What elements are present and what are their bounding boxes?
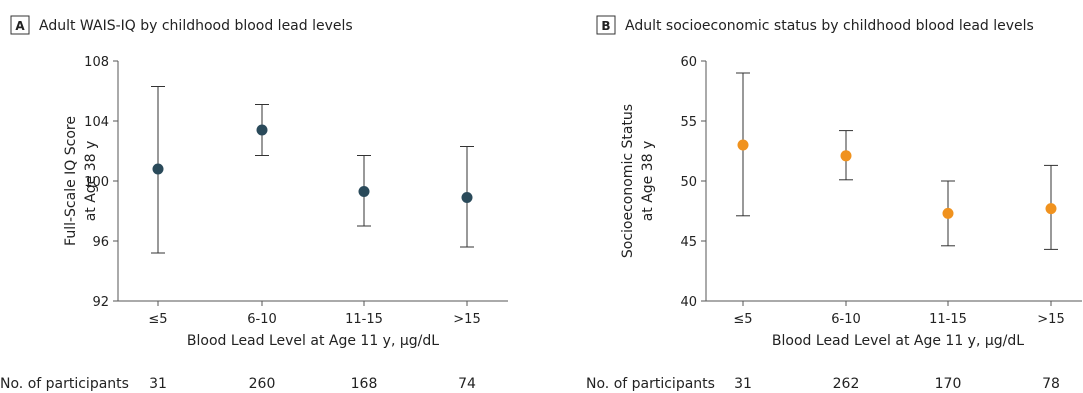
- panel-a-x-axis-label: Blood Lead Level at Age 11 y, µg/dL: [187, 333, 439, 349]
- panel-a-y-tick-label: 92: [92, 295, 109, 310]
- panel-b-label-box: [596, 15, 616, 35]
- panel-a-data-point: [152, 163, 164, 175]
- panel-b-label: B: [601, 19, 610, 33]
- panel-a-participants-label: No. of participants: [0, 376, 129, 392]
- panel-a-x-tick-label: >15: [453, 312, 480, 327]
- panel-b-x-tick-label: 6-10: [831, 312, 861, 327]
- panel-a-participants-count: 74: [458, 376, 476, 392]
- panel-b-title: Adult socioeconomic status by childhood …: [625, 18, 1034, 34]
- panel-b-data-point: [1045, 203, 1057, 215]
- panel-b-y-axis-label-line2: at Age 38 y: [640, 141, 656, 222]
- panel-a-data-point: [256, 124, 268, 136]
- panel-b-data-point: [840, 150, 852, 162]
- panel-b-y-tick-label: 40: [680, 295, 697, 310]
- panel-a-label-box: [10, 15, 30, 35]
- panel-b-x-tick-label: 11-15: [929, 312, 967, 327]
- panel-b-participants-count: 170: [935, 376, 962, 392]
- panel-b-y-tick-label: 45: [680, 235, 697, 250]
- panel-a-data-point: [461, 192, 473, 203]
- panel-a-data-point: [358, 186, 370, 197]
- panel-a-y-tick-label: 96: [92, 235, 109, 250]
- panel-a-y-axis-label-line1: Full-Scale IQ Score: [63, 116, 79, 246]
- panel-b-y-tick-label: 55: [680, 115, 697, 130]
- panel-a-x-tick-label: 11-15: [345, 312, 383, 327]
- panel-a-participants-count: 168: [351, 376, 378, 392]
- panel-b-x-axis-label: Blood Lead Level at Age 11 y, µg/dL: [772, 333, 1024, 349]
- panel-a-y-tick-label: 108: [84, 55, 109, 70]
- panel-a-y-axis-label-line2: at Age 38 y: [83, 141, 99, 222]
- panel-b-x-tick-label: >15: [1037, 312, 1064, 327]
- panel-b-participants-count: 262: [833, 376, 860, 392]
- panel-b-participants-label: No. of participants: [586, 376, 715, 392]
- panel-a-x-tick-label: ≤5: [148, 312, 167, 327]
- panel-a-y-tick-label: 104: [84, 115, 109, 130]
- panel-b-participants-count: 78: [1042, 376, 1060, 392]
- panel-b-y-tick-label: 60: [680, 55, 697, 70]
- panel-a-participants-count: 31: [149, 376, 167, 392]
- panel-b-data-point: [737, 139, 749, 151]
- panel-a-label: A: [15, 19, 25, 33]
- panel-b-data-point: [942, 207, 954, 219]
- panel-a-y-tick-label: 100: [84, 175, 109, 190]
- panel-b-participants-count: 31: [734, 376, 752, 392]
- panel-a-x-tick-label: 6-10: [247, 312, 277, 327]
- panel-b-x-tick-label: ≤5: [733, 312, 752, 327]
- panel-b-y-tick-label: 50: [680, 175, 697, 190]
- panel-a-participants-count: 260: [249, 376, 276, 392]
- panel-b-y-axis-label-line1: Socioeconomic Status: [620, 104, 636, 258]
- panel-a-title: Adult WAIS-IQ by childhood blood lead le…: [39, 18, 353, 34]
